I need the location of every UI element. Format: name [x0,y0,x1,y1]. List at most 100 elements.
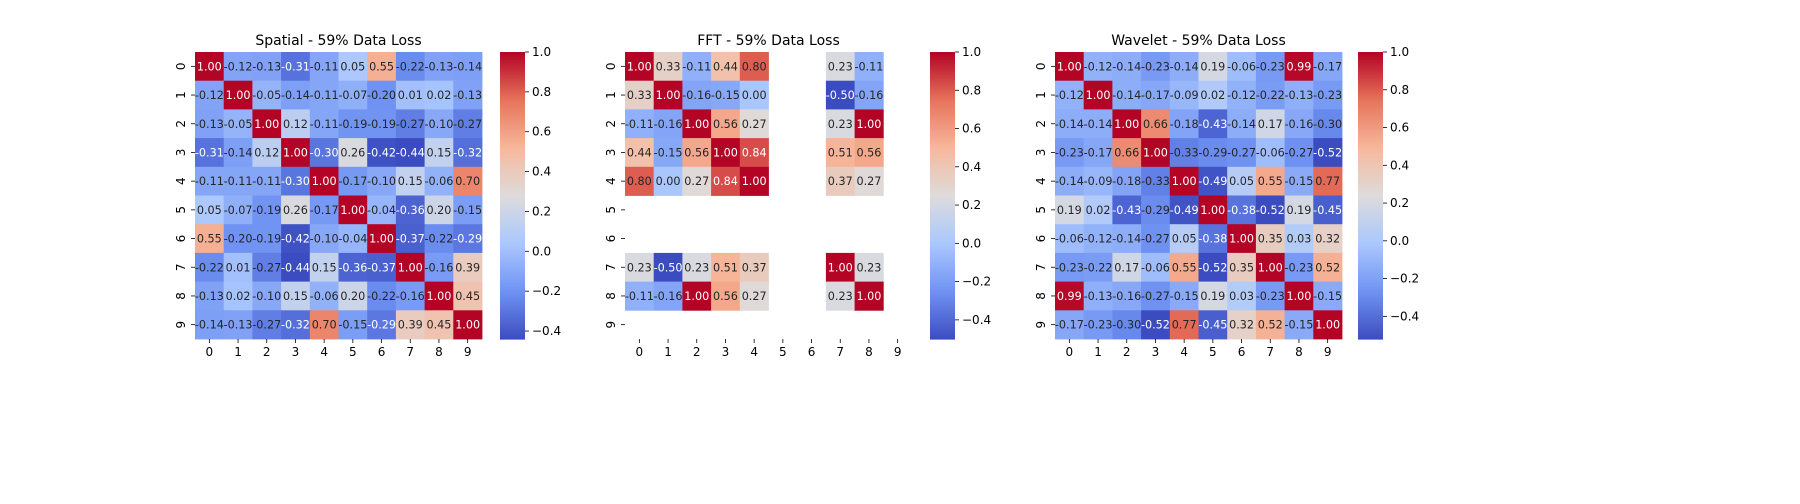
colorbar-segment [500,135,525,139]
colorbar-segment [1358,181,1383,185]
colorbar-segment [500,185,525,189]
colorbar-segment [500,109,525,113]
cell-label: 0.35 [1258,233,1283,246]
colorbar-segment [930,286,955,290]
y-tick-label: 7 [1034,263,1048,271]
cell-label: -0.07 [338,89,367,102]
colorbar-segment [500,250,525,254]
cell-label: -0.15 [1284,175,1313,188]
cell-label: 0.15 [398,175,423,188]
heatmap-cell [1141,52,1171,82]
cell-label: -0.22 [367,290,396,303]
colorbar-segment [500,138,525,142]
colorbar-segment [930,159,955,163]
heatmap-cell [309,310,339,340]
colorbar-segment [1358,183,1383,187]
cell-label: -0.31 [281,60,310,73]
colorbar-segment [1358,221,1383,225]
cell-label: -0.10 [367,175,396,188]
heatmap-cell [338,138,368,168]
colorbar-segment [930,197,955,201]
cell-label: 0.23 [627,261,652,274]
heatmap-cell [1083,109,1113,139]
heatmap-cell [195,52,225,82]
colorbar-segment [1358,59,1383,63]
colorbar-segment [1358,295,1383,299]
heatmap-cell [309,281,339,311]
colorbar-segment [1358,63,1383,67]
cell-label: 0.32 [1229,319,1254,332]
colorbar-segment [930,126,955,130]
colorbar-segment [1358,111,1383,115]
heatmap-cell [424,310,454,340]
heatmap-cell [223,52,253,82]
colorbar-segment [930,305,955,309]
colorbar-segment [930,78,955,82]
heatmap-cell [854,281,884,311]
colorbar-segment [930,133,955,137]
colorbar-segment [930,207,955,211]
colorbar-segment [930,104,955,108]
heatmap-cell [854,252,884,282]
colorbar-segment [1358,214,1383,218]
colorbar-segment [930,183,955,187]
heatmap-cell [338,52,368,82]
heatmap-cell [338,224,368,254]
heatmap-cell [1227,52,1257,82]
colorbar-segment [930,97,955,101]
colorbar-segment [500,307,525,311]
heatmap-cell [195,166,225,196]
colorbar-segment [500,214,525,218]
cell-label: 0.55 [1258,175,1283,188]
colorbar-segment [930,269,955,273]
colorbar-segment [500,315,525,319]
heatmap-cell [1198,224,1228,254]
heatmap-cell [1284,252,1314,282]
colorbar-tick-label: 0.6 [1390,121,1409,135]
colorbar-segment [930,150,955,154]
colorbar-segment [930,107,955,110]
colorbar-segment [500,133,525,137]
heatmap-cell [424,224,454,254]
x-tick-label: 8 [1295,345,1303,359]
colorbar-tick-label: 1.0 [1390,45,1409,59]
heatmap-cell [395,224,425,254]
x-tick-label: 8 [865,345,873,359]
cell-label: -0.04 [367,204,396,217]
colorbar-segment [1358,195,1383,199]
colorbar-segment [500,190,525,194]
colorbar-segment [930,185,955,189]
heatmap-cell [1227,138,1257,168]
colorbar-segment [500,118,525,122]
colorbar-segment [930,212,955,216]
y-tick-label: 3 [604,149,618,157]
colorbar-segment [1358,252,1383,256]
heatmap-cell [739,80,769,110]
cell-label: -0.11 [224,175,253,188]
heatmap-cell [424,195,454,225]
heatmap-cell [252,138,282,168]
heatmap-cell [1313,80,1343,110]
heatmap-cell [1284,80,1314,110]
colorbar-segment [930,255,955,259]
colorbar-segment [500,121,525,125]
x-tick-label: 0 [206,345,214,359]
colorbar-segment [1358,147,1383,151]
colorbar-segment [930,142,955,146]
colorbar-segment [930,219,955,223]
colorbar-segment [500,219,525,223]
colorbar-segment [1358,157,1383,161]
heatmap-cell [424,109,454,139]
heatmap-cell [739,281,769,311]
heatmap-cell [1198,310,1228,340]
colorbar-segment [1358,243,1383,247]
heatmap-cell [1141,109,1171,139]
colorbar-segment [1358,250,1383,254]
cell-label: 0.02 [1086,204,1111,217]
colorbar-segment [1358,233,1383,237]
cell-label: 0.39 [398,319,423,332]
colorbar-segment [930,248,955,252]
heatmap-cell [195,252,225,282]
colorbar-segment [500,205,525,209]
heatmap-cell [309,52,339,82]
